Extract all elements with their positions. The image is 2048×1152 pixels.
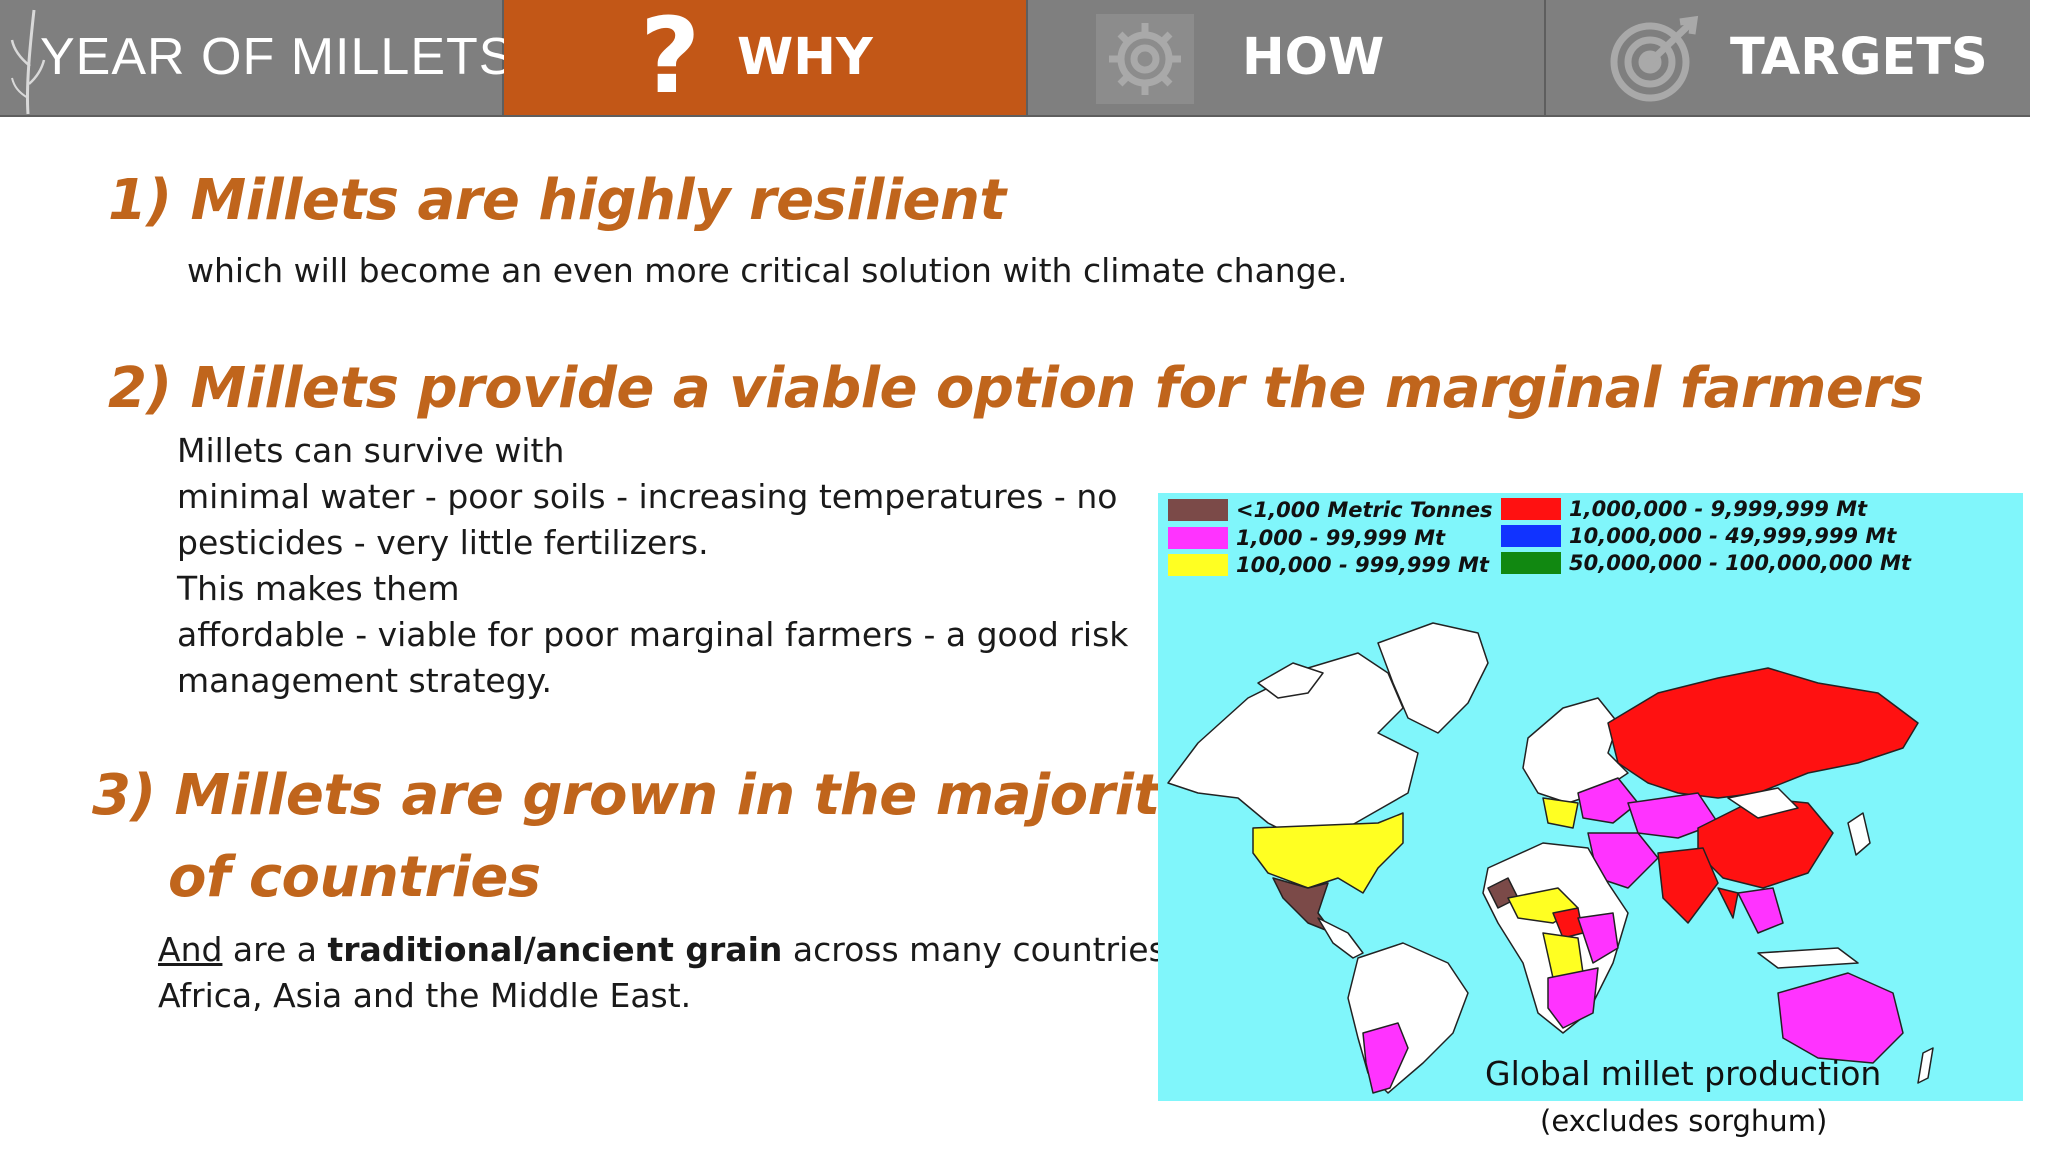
point-2-text: Millets can survive with minimal water -… [177,428,1128,704]
usa [1252,812,1404,894]
myanmar [1717,887,1739,919]
point-2-line: pesticides - very little fertilizers. [177,523,709,562]
point-2-heading: 2) Millets provide a viable option for t… [108,356,1924,421]
argentina [1362,1022,1409,1094]
south-america [1347,942,1469,1094]
russia [1607,667,1919,799]
legend-swatch [1501,498,1561,520]
tab-label-why: WHY [737,28,873,87]
tab-how[interactable]: HOW [1028,0,1546,117]
tab-why[interactable]: ? WHY [504,0,1028,117]
tab-label-targets: TARGETS [1730,28,1988,87]
tab-label-how: HOW [1242,28,1385,87]
point-3-text-line2: Africa, Asia and the Middle East. [158,976,692,1015]
east-africa [1577,912,1619,964]
point-3-text-mid: are a [222,930,328,969]
tab-year-of-millets[interactable]: YEAR OF MILLETS [0,0,513,117]
legend-swatch [1168,499,1228,521]
legend-label: 50,000,000 - 100,000,000 Mt [1569,551,1911,575]
legend-item: 1,000 - 99,999 Mt [1168,525,1445,551]
legend-item: 100,000 - 999,999 Mt [1168,552,1489,578]
question-mark-icon: ? [640,0,701,117]
arctic-islands [1257,662,1324,699]
point-3-heading-line2: of countries [168,845,541,910]
legend-label: 1,000 - 99,999 Mt [1236,526,1446,550]
legend-label: <1,000 Metric Tonnes [1236,498,1493,522]
southern-africa [1547,967,1599,1029]
point-2-line: Millets can survive with [177,431,565,470]
greenland [1377,622,1489,734]
indonesia [1757,947,1859,969]
world-map-shapes [1167,622,1934,1094]
new-zealand [1917,1047,1934,1084]
legend-swatch [1168,554,1228,576]
top-nav: YEAR OF MILLETS ? WHY HOW [0,0,2048,117]
legend-swatch [1168,527,1228,549]
point-1-text: which will become an even more critical … [187,251,1348,290]
point-2-line: minimal water - poor soils - increasing … [177,477,1118,516]
map-subcaption: (excludes sorghum) [1540,1104,1828,1138]
central-america [1317,917,1364,959]
tab-label-brand: YEAR OF MILLETS [40,28,515,86]
australia [1777,972,1904,1064]
point-1-heading: 1) Millets are highly resilient [108,168,1006,233]
point-3-text-rest: across many countries in [782,930,1207,969]
point-2-line: affordable - viable for poor marginal fa… [177,615,1129,654]
point-2-line: management strategy. [177,661,552,700]
eastern-europe [1577,777,1639,824]
point-3-underlined: And [158,930,223,969]
legend-item: <1,000 Metric Tonnes [1168,497,1493,523]
legend-label: 100,000 - 999,999 Mt [1236,553,1489,577]
legend-item: 1,000,000 - 9,999,999 Mt [1501,496,1867,522]
mongolia [1727,787,1799,819]
legend-item: 50,000,000 - 100,000,000 Mt [1501,550,1911,576]
point-2-line: This makes them [177,569,460,608]
legend-swatch [1501,525,1561,547]
gear-icon [1096,14,1194,104]
point-3-bold: traditional/ancient grain [327,930,783,969]
india [1657,847,1719,924]
map-caption: Global millet production [1485,1054,1882,1093]
point-3-heading-line1: 3) Millets are grown in the majority [92,763,1196,828]
legend-label: 10,000,000 - 49,999,999 Mt [1569,524,1897,548]
japan [1847,812,1871,856]
tab-targets[interactable]: TARGETS [1546,0,2030,117]
southern-europe [1542,797,1579,829]
point-3-text: And are a traditional/ancient grain acro… [158,927,1206,1019]
target-icon [1610,15,1699,102]
world-millet-map: <1,000 Metric Tonnes 1,000 - 99,999 Mt 1… [1158,493,2023,1101]
millet-stalk-icon [10,9,46,115]
legend-item: 10,000,000 - 49,999,999 Mt [1501,523,1896,549]
legend-swatch [1501,552,1561,574]
point-3-heading: 3) Millets are grown in the majority of … [92,755,1196,919]
southeast-asia [1737,887,1784,934]
legend-label: 1,000,000 - 9,999,999 Mt [1569,497,1868,521]
europe [1522,697,1629,804]
